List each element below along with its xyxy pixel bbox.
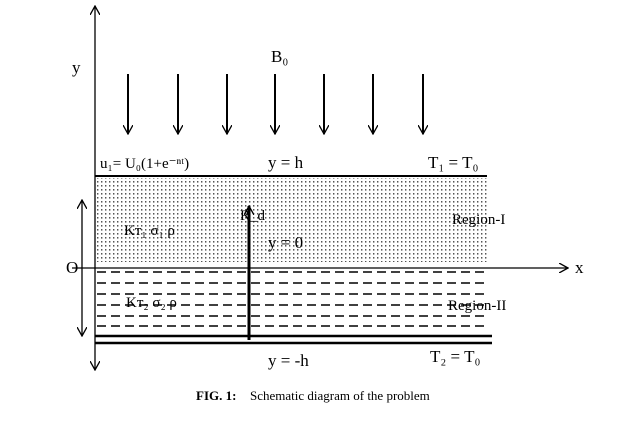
region-1-fill — [95, 178, 487, 262]
midline-label: y = 0 — [268, 233, 303, 252]
x-label: x — [575, 258, 584, 277]
origin-label: O — [66, 258, 78, 277]
caption-text: Schematic diagram of the problem — [250, 388, 430, 403]
radiation-label: R_d — [240, 208, 266, 224]
caption-label: FIG. 1: — [196, 388, 236, 403]
bottom-position: y = -h — [268, 351, 309, 370]
field-arrows — [128, 74, 423, 134]
region-1-properties: Kᴛ₁ σ₁ ρ — [124, 223, 175, 239]
region-1-label: Region-I — [452, 212, 505, 228]
y-label: y — [72, 58, 81, 77]
velocity-label: u₁= U₀(1+e⁻ⁿᵗ) — [100, 156, 189, 172]
top-temperature: T₁ = T₀ — [428, 153, 478, 172]
region-2-lines — [97, 271, 487, 327]
top-position: y = h — [268, 153, 304, 172]
region-2-properties: Kᴛ₂ σ₂ ρ — [126, 295, 177, 311]
bottom-temperature: T₂ = T₀ — [430, 347, 480, 366]
field-label: B₀ — [271, 47, 288, 66]
region-2-label: Region-II — [448, 298, 506, 314]
